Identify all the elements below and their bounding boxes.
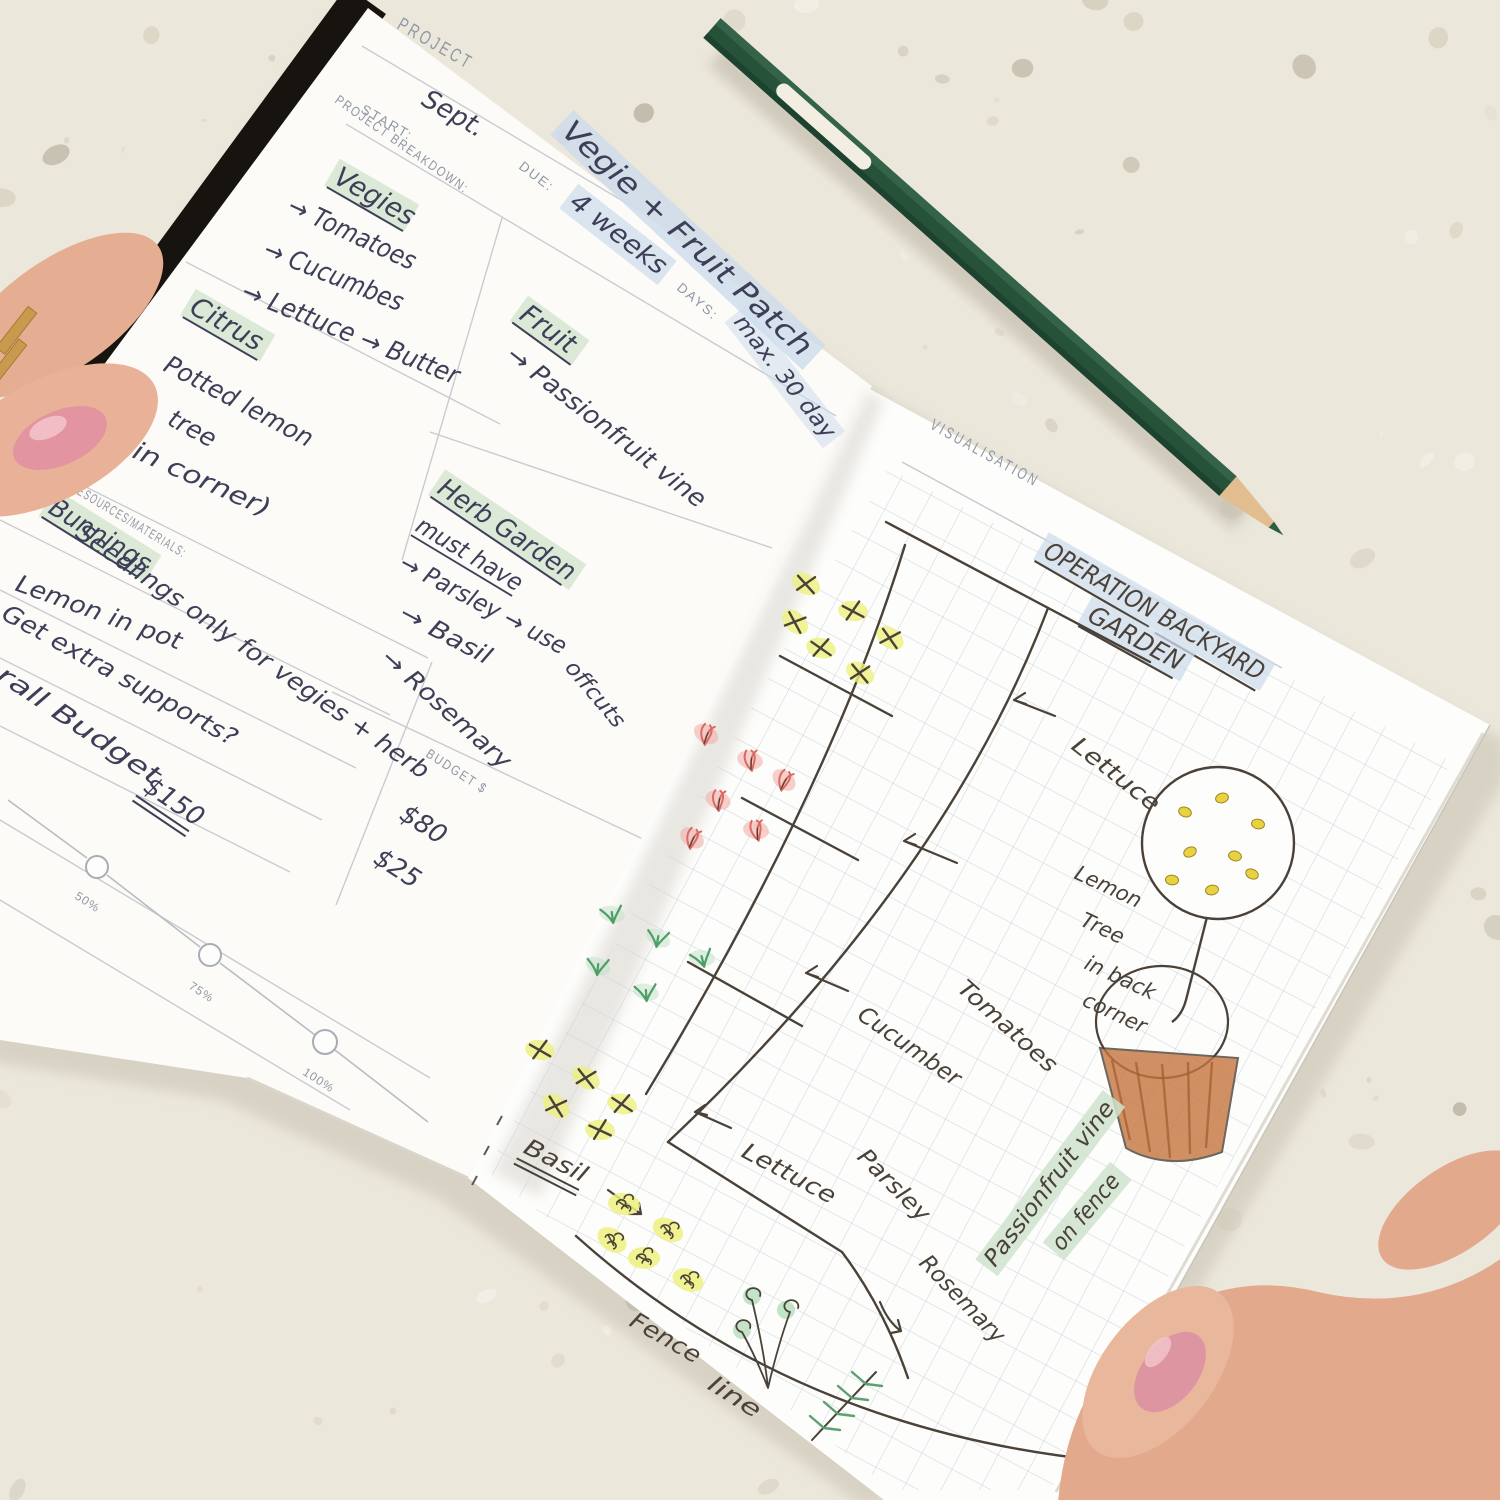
- gold-ring-2: [0, 338, 28, 384]
- grid-paper: [486, 468, 1452, 1490]
- binding-stitches: [471, 1115, 503, 1186]
- progress-circle-100: [312, 1029, 338, 1055]
- right-hand-finger: [1378, 1150, 1500, 1270]
- left-thumb-nail: [13, 406, 107, 470]
- title-highlight: [550, 109, 826, 371]
- progress-circle-50: [85, 855, 109, 879]
- pot-shading: [1110, 1059, 1214, 1159]
- gold-ring-1: [0, 305, 38, 355]
- lemon-tree-trunk: [1171, 916, 1209, 1023]
- green-pencil: [703, 18, 1284, 536]
- arrow-lettuce-top: [1012, 691, 1057, 718]
- nail-gloss: [1144, 1336, 1172, 1368]
- green-pencil-shadow: [708, 46, 1250, 531]
- arrow-cucumber: [804, 964, 850, 993]
- arrow-rosemary: [878, 1300, 903, 1335]
- bed-separator-2: [740, 796, 860, 862]
- left-page: [0, 8, 872, 1178]
- progress-circle-75: [198, 943, 222, 967]
- pencil-logo-band: [776, 83, 872, 170]
- parsley-sprig-doodle: [733, 1287, 800, 1389]
- left-page-edge: [246, 1076, 469, 1180]
- left-hand: [0, 232, 164, 517]
- pencil-wood-tip: [1219, 476, 1275, 528]
- bed-corner-border: [666, 1140, 910, 1380]
- garden-bed-sketch: [574, 520, 1192, 1462]
- pencil-facet-highlight: [715, 18, 1237, 483]
- lemon-tree-drawing: [1094, 765, 1296, 1163]
- lemon-tree-canopy: [1140, 765, 1296, 921]
- arrow-lettuce-bottom: [693, 1103, 733, 1130]
- rosemary-sprig-doodle: [808, 1370, 884, 1441]
- bed-separator-1: [778, 654, 894, 718]
- pencil-facet-shadow: [703, 33, 1224, 496]
- arrow-tomatoes: [902, 832, 959, 865]
- bed-separator-3: [686, 960, 804, 1028]
- bed-left-border: [644, 543, 907, 1096]
- right-hand: [1058, 1150, 1500, 1500]
- bed-top-line: [884, 520, 1152, 664]
- left-nail-gloss: [29, 415, 67, 441]
- pencil-lead-tip: [1268, 521, 1284, 536]
- lemon-tree-pot: [1098, 1046, 1240, 1163]
- bed-right-border: [666, 606, 1050, 1144]
